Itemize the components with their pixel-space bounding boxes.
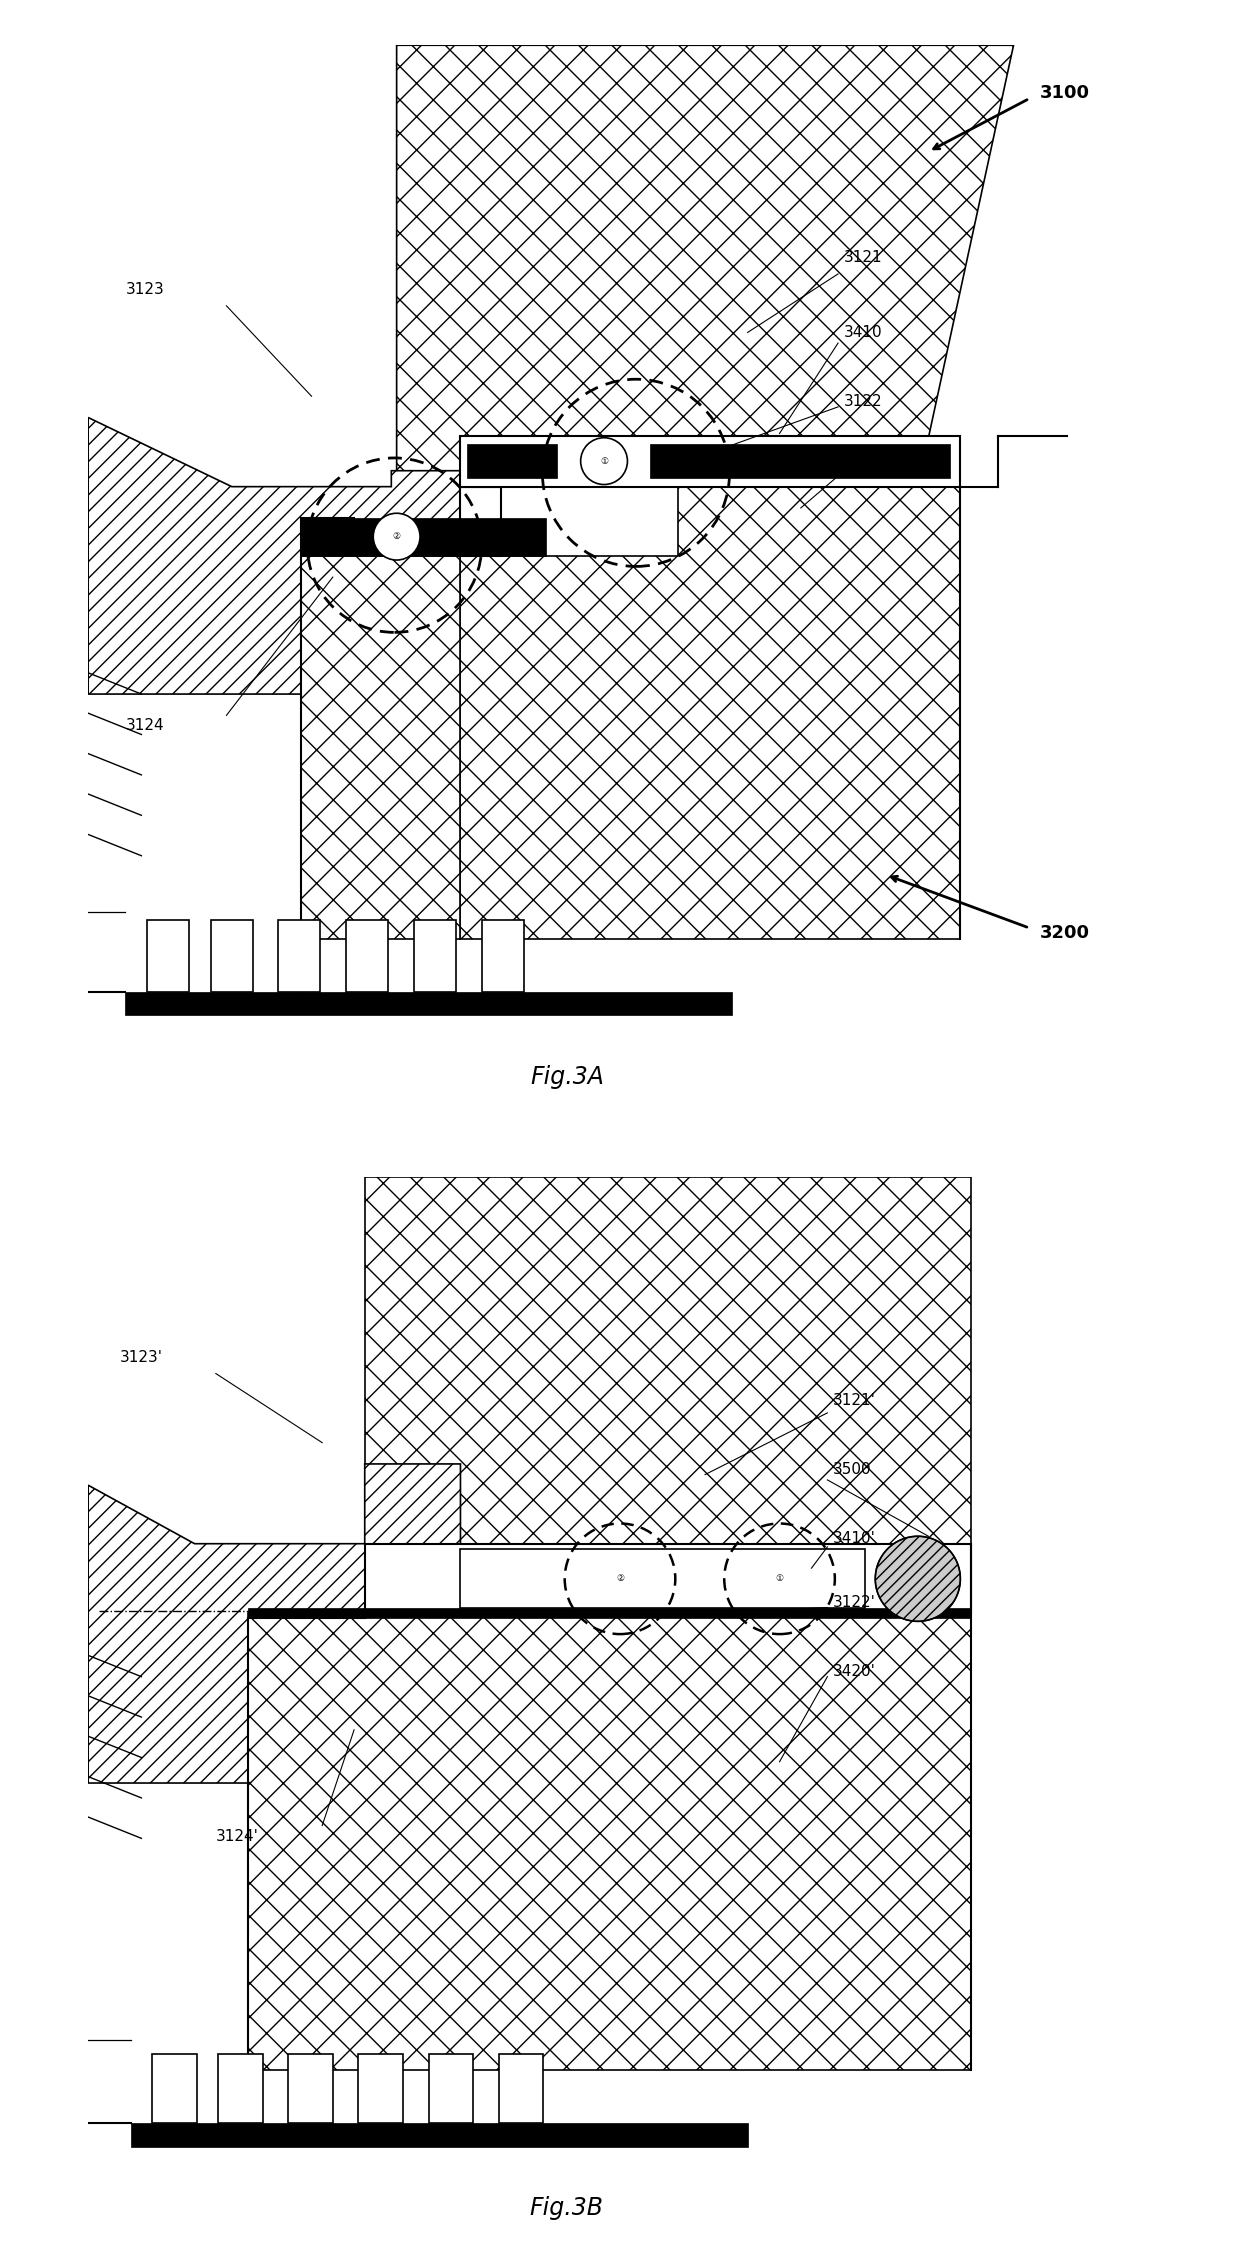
Text: 3420: 3420 <box>843 464 882 477</box>
Bar <box>498 2055 543 2123</box>
Bar <box>460 487 501 557</box>
Text: 3123: 3123 <box>125 283 164 296</box>
Bar <box>358 2055 403 2123</box>
Text: 3124: 3124 <box>125 717 164 733</box>
Bar <box>481 919 525 991</box>
Bar <box>460 434 960 487</box>
Polygon shape <box>248 1614 971 2071</box>
Polygon shape <box>88 416 460 695</box>
Bar <box>650 444 950 477</box>
Bar <box>429 2055 474 2123</box>
Text: ②: ② <box>616 1575 624 1584</box>
Polygon shape <box>365 1177 971 1543</box>
Text: 3100: 3100 <box>1040 84 1090 102</box>
Bar <box>346 919 388 991</box>
Text: ②: ② <box>393 532 401 541</box>
Bar <box>301 518 546 557</box>
Text: Fig.3B: Fig.3B <box>529 2197 604 2220</box>
Polygon shape <box>88 1464 460 1783</box>
Bar <box>218 2055 263 2123</box>
Text: 3121: 3121 <box>843 251 882 265</box>
Text: 3124': 3124' <box>216 1829 259 1844</box>
Bar <box>248 1607 971 1618</box>
Polygon shape <box>301 557 460 939</box>
Polygon shape <box>460 487 960 939</box>
Bar <box>153 2055 197 2123</box>
Bar <box>211 919 253 991</box>
Text: 3410: 3410 <box>843 326 882 339</box>
Bar <box>146 919 190 991</box>
Text: 3121': 3121' <box>833 1392 875 1408</box>
Text: 3200: 3200 <box>1040 923 1090 941</box>
Text: 3500: 3500 <box>833 1462 872 1478</box>
Circle shape <box>580 437 627 484</box>
Text: Fig.3A: Fig.3A <box>529 1066 604 1089</box>
Text: 3122': 3122' <box>833 1595 875 1609</box>
Text: ①: ① <box>600 457 608 466</box>
Bar <box>414 919 456 991</box>
Text: 3420': 3420' <box>833 1663 875 1679</box>
Circle shape <box>875 1537 960 1620</box>
Circle shape <box>373 514 420 559</box>
Text: 3122: 3122 <box>843 394 882 410</box>
Text: 3123': 3123' <box>120 1351 164 1365</box>
Bar <box>278 919 320 991</box>
Bar <box>130 2123 748 2148</box>
Text: 3410': 3410' <box>833 1530 875 1546</box>
Bar <box>125 991 732 1016</box>
Text: ①: ① <box>775 1575 784 1584</box>
Bar <box>460 1548 864 1607</box>
Polygon shape <box>397 45 1013 487</box>
Bar <box>365 1543 971 1614</box>
Bar <box>466 444 557 477</box>
Bar <box>288 2055 332 2123</box>
